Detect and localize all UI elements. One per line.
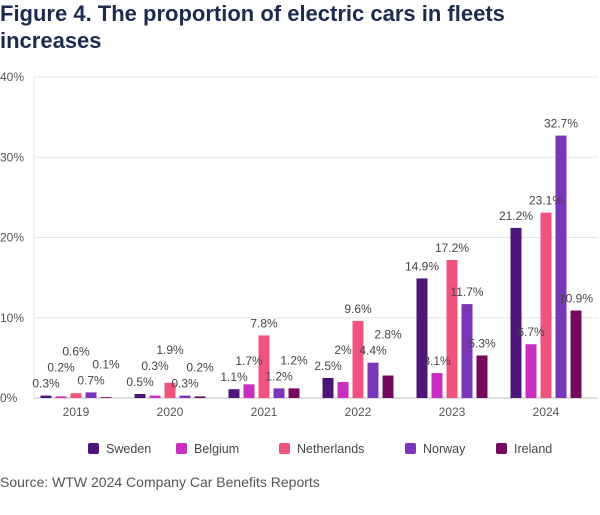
legend-swatch [176,443,187,454]
data-label: 3.1% [423,354,451,368]
data-label: 2.5% [314,359,342,373]
bar-netherlands [352,320,364,398]
data-label: 21.2% [499,209,533,223]
legend-label: Norway [423,442,466,456]
data-label: 1.2% [280,353,308,367]
bar-norway [555,135,567,398]
bar-norway [461,304,473,398]
y-tick-label: 30% [0,150,24,164]
source-note: Source: WTW 2024 Company Car Benefits Re… [0,474,320,490]
data-label: 1.2% [265,369,293,383]
x-tick-label: 2021 [251,405,278,419]
bar-ireland [194,396,206,398]
bar-norway [273,388,285,398]
x-tick-label: 2020 [157,405,184,419]
data-label: 0.3% [141,359,169,373]
bar-sweden [40,395,52,398]
bar-ireland [100,397,112,398]
data-label: 32.7% [544,117,578,131]
bar-belgium [243,384,255,398]
bar-norway [179,395,191,398]
bar-sweden [322,377,334,398]
bar-ireland [288,388,300,398]
bar-belgium [337,381,349,398]
data-label: 2% [334,343,352,357]
bar-sweden [510,227,522,398]
data-label: 4.4% [359,344,387,358]
bar-belgium [525,344,537,398]
bar-norway [85,392,97,398]
bar-belgium [149,395,161,398]
bar-belgium [55,396,67,398]
bar-belgium [431,373,443,398]
data-label: 0.3% [32,377,60,391]
bar-netherlands [164,382,176,398]
x-tick-label: 2024 [533,405,560,419]
data-label: 1.7% [235,354,263,368]
data-label: 11.7% [450,285,483,299]
bar-ireland [382,375,394,398]
data-label: 0.5% [126,375,154,389]
bar-sweden [416,278,428,398]
legend-swatch [405,443,416,454]
bar-netherlands [70,393,82,398]
legend-swatch [88,443,99,454]
bar-netherlands [540,212,552,398]
data-label: 10.9% [559,292,593,306]
data-label: 9.6% [344,302,372,316]
data-label: 14.9% [405,259,439,273]
data-label: 7.8% [250,316,278,330]
data-label: 2.8% [374,328,402,342]
bar-sweden [228,389,240,398]
legend-label: Netherlands [297,442,364,456]
bar-netherlands [258,335,270,398]
chart-title: Figure 4. The proportion of electric car… [0,1,505,53]
data-label: 1.9% [156,343,184,357]
legend-label: Sweden [106,442,151,456]
data-label: 23.1% [529,194,563,208]
data-label: 5.3% [468,336,496,350]
x-tick-label: 2019 [63,405,90,419]
y-tick-label: 0% [0,391,18,405]
bar-sweden [134,393,146,398]
data-label: 0.3% [171,377,199,391]
data-label: 0.1% [92,357,120,371]
data-label: 0.2% [47,361,75,375]
bar-netherlands [446,259,458,398]
legend-swatch [496,443,507,454]
bar-ireland [476,355,488,398]
bar-norway [367,362,379,398]
bar-ireland [570,310,582,398]
legend-label: Belgium [194,442,239,456]
data-label: 6.7% [517,325,545,339]
y-tick-label: 40% [0,70,24,84]
data-label: 17.2% [435,241,469,255]
legend-swatch [279,443,290,454]
x-tick-label: 2022 [345,405,372,419]
data-label: 0.7% [77,373,105,387]
data-label: 1.1% [220,370,248,384]
y-tick-label: 10% [0,311,24,325]
x-tick-label: 2023 [439,405,466,419]
legend-label: Ireland [514,442,552,456]
y-tick-label: 20% [0,231,24,245]
data-label: 0.6% [62,345,90,359]
data-label: 0.2% [186,361,214,375]
